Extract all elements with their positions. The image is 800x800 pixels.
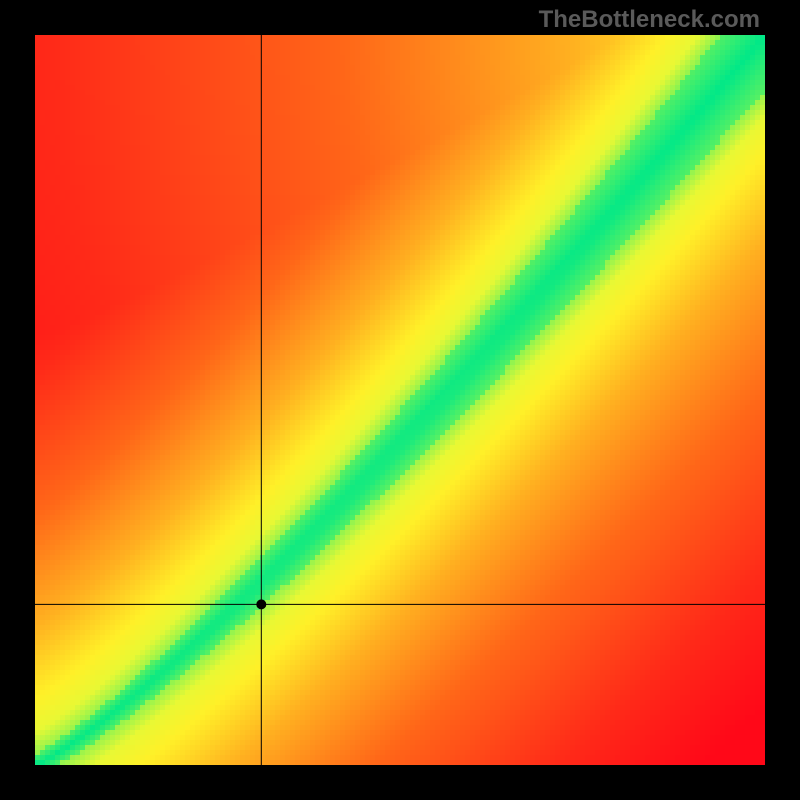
figure-container: TheBottleneck.com	[0, 0, 800, 800]
source-watermark: TheBottleneck.com	[539, 6, 760, 34]
bottleneck-heatmap	[35, 35, 765, 765]
